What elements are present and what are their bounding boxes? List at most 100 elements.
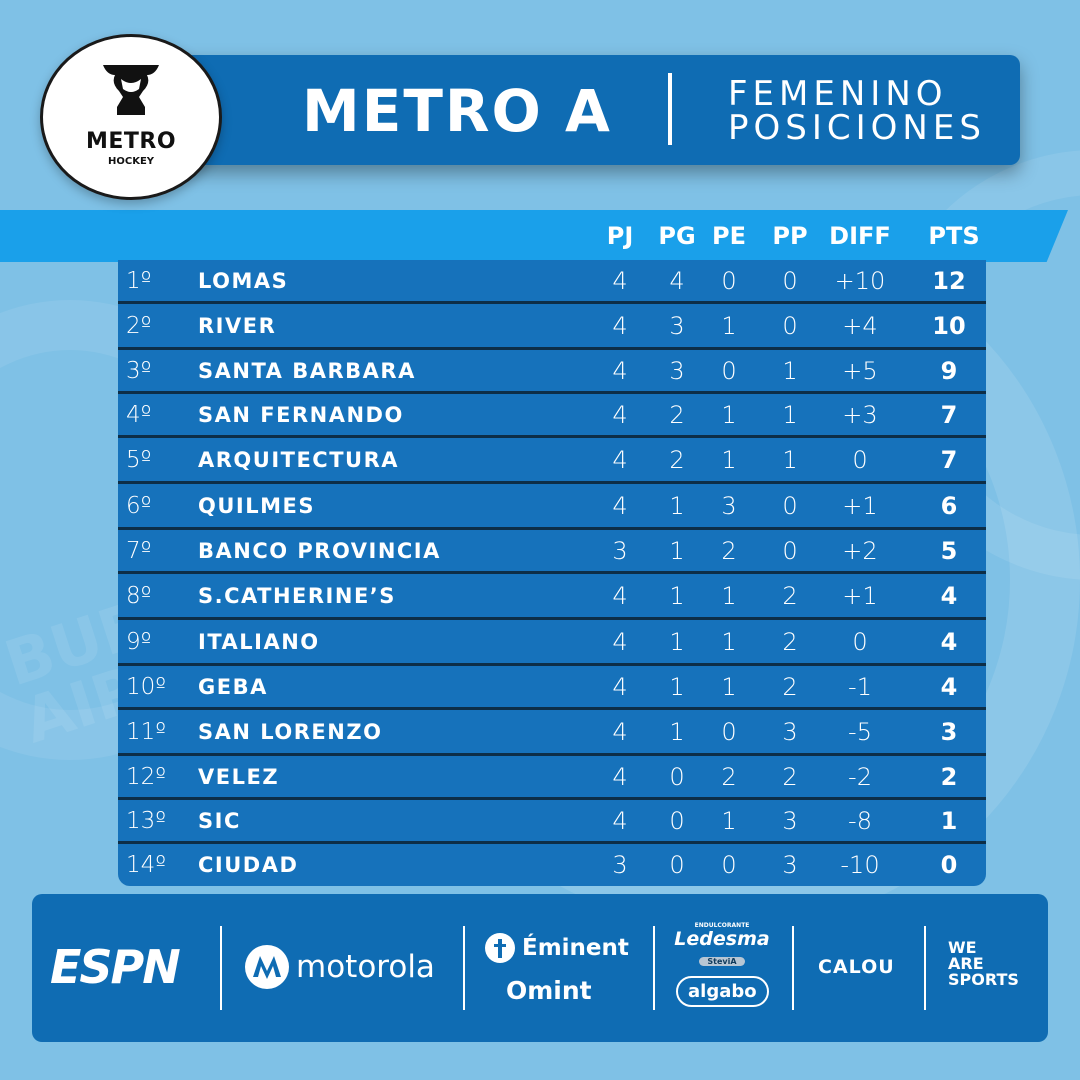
stat-pe: 1 [721, 445, 737, 474]
position: 6º [126, 492, 152, 519]
title-bar: METRO A FEMENINO POSICIONES [180, 55, 1020, 165]
stat-pg: 2 [669, 445, 685, 474]
stat-pg: 0 [669, 806, 685, 835]
page-subtitle: FEMENINO POSICIONES [728, 77, 986, 145]
ledesma-logo: ENDULCORANTE Ledesma SteviA [674, 922, 770, 966]
position: 11º [126, 718, 167, 745]
table-row: 4º SAN FERNANDO 4 2 1 1 +3 7 [118, 394, 986, 438]
team-name: CIUDAD [198, 853, 299, 877]
stat-pe: 1 [721, 581, 737, 610]
stat-pts: 4 [940, 581, 958, 610]
espn-logo: ESPN [50, 940, 181, 994]
column-header-pg: PG [658, 222, 696, 250]
logo-sub: HOCKEY [107, 156, 155, 167]
team-name: QUILMES [198, 493, 315, 518]
sponsor-divider [220, 926, 222, 1010]
position: 5º [126, 446, 152, 473]
team-name: SANTA BARBARA [198, 358, 416, 383]
position: 14º [126, 852, 167, 878]
stat-pj: 4 [612, 311, 628, 340]
table-row: 6º QUILMES 4 1 3 0 +1 6 [118, 484, 986, 530]
stat-pp: 3 [782, 851, 798, 879]
stat-pts: 10 [932, 311, 966, 340]
position: 12º [126, 763, 167, 790]
stat-pe: 2 [721, 536, 737, 565]
stat-pts: 7 [940, 400, 958, 429]
stat-pe: 1 [721, 311, 737, 340]
stat-pe: 0 [721, 356, 737, 385]
position: 10º [126, 673, 167, 700]
stat-pj: 4 [612, 491, 628, 520]
metro-hockey-logo: METRO HOCKEY [40, 34, 222, 200]
position: 1º [126, 267, 152, 294]
stat-pts: 9 [940, 356, 958, 385]
stat-pp: 1 [782, 400, 798, 429]
stat-pj: 3 [612, 851, 628, 879]
sponsors-bar: ESPN motorola Éminent Omint ENDULCORANTE… [32, 894, 1048, 1042]
stat-pg: 1 [669, 491, 685, 520]
stat-pg: 1 [669, 717, 685, 746]
sponsor-divider [792, 926, 794, 1010]
title-divider [668, 73, 672, 145]
stat-pg: 1 [669, 581, 685, 610]
stat-pts: 2 [940, 762, 958, 791]
position: 2º [126, 312, 152, 339]
stat-pts: 1 [940, 806, 958, 835]
stat-pe: 1 [721, 627, 737, 656]
table-row: 5º ARQUITECTURA 4 2 1 1 0 7 [118, 438, 986, 484]
stat-pj: 4 [612, 672, 628, 701]
stat-pg: 2 [669, 400, 685, 429]
position: 4º [126, 401, 152, 428]
position: 3º [126, 357, 152, 384]
table-row: 9º ITALIANO 4 1 1 2 0 4 [118, 620, 986, 666]
stat-pp: 2 [782, 672, 798, 701]
team-name: BANCO PROVINCIA [198, 538, 441, 563]
stat-pp: 0 [782, 536, 798, 565]
stat-pts: 5 [940, 536, 958, 565]
stat-pg: 0 [669, 762, 685, 791]
team-name: GEBA [198, 674, 268, 699]
stat-pe: 2 [721, 762, 737, 791]
team-name: S.CATHERINE’S [198, 583, 396, 608]
sponsor-divider [463, 926, 465, 1010]
stat-pe: 1 [721, 400, 737, 429]
stat-pp: 1 [782, 445, 798, 474]
team-name: VELEZ [198, 764, 280, 789]
algabo-logo: algabo [676, 976, 769, 1007]
stat-pp: 3 [782, 806, 798, 835]
sponsor-divider [653, 926, 655, 1010]
table-row: 11º SAN LORENZO 4 1 0 3 -5 3 [118, 710, 986, 756]
stat-diff: -1 [848, 672, 872, 701]
stat-pg: 4 [669, 266, 685, 295]
team-name: RIVER [198, 313, 277, 338]
stat-pg: 3 [669, 356, 685, 385]
stat-diff: 0 [852, 445, 868, 474]
motorola-logo: motorola [244, 944, 435, 990]
motorola-icon [245, 945, 289, 989]
stat-pts: 3 [940, 717, 958, 746]
stat-pg: 1 [669, 672, 685, 701]
calou-logo: CALOU [818, 956, 895, 978]
stat-diff: -2 [848, 762, 872, 791]
stat-pj: 4 [612, 400, 628, 429]
omint-logo: Omint [506, 976, 592, 1005]
team-name: SAN LORENZO [198, 719, 383, 744]
team-name: SAN FERNANDO [198, 402, 404, 427]
stat-pj: 3 [612, 536, 628, 565]
stat-diff: +1 [842, 491, 878, 520]
stat-pj: 4 [612, 266, 628, 295]
column-header-diff: DIFF [829, 222, 891, 250]
subtitle-line1: FEMENINO [728, 74, 948, 114]
column-header-pj: PJ [606, 222, 634, 250]
page-title: METRO A [302, 77, 612, 145]
stat-pg: 1 [669, 627, 685, 656]
stat-pe: 0 [721, 266, 737, 295]
stat-diff: +3 [842, 400, 878, 429]
table-row: 10º GEBA 4 1 1 2 -1 4 [118, 666, 986, 710]
eminent-logo: Éminent [484, 932, 629, 964]
sponsor-divider [924, 926, 926, 1010]
stat-diff: +4 [842, 311, 878, 340]
stat-diff: +2 [842, 536, 878, 565]
table-row: 8º S.CATHERINE’S 4 1 1 2 +1 4 [118, 574, 986, 620]
stat-pts: 4 [940, 672, 958, 701]
